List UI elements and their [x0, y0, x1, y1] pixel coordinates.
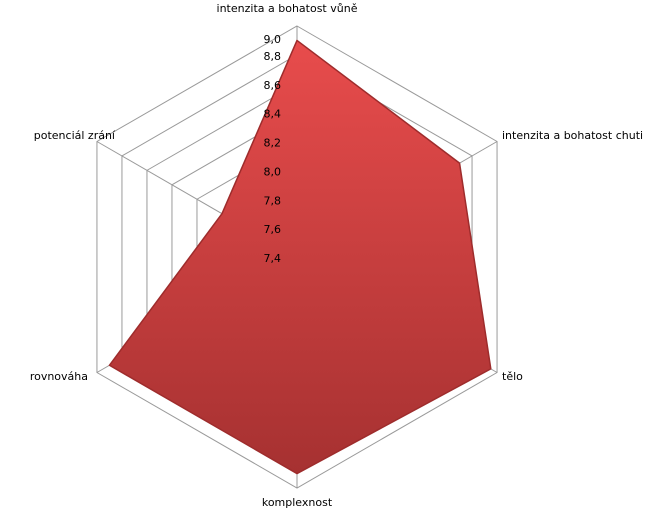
axis-label: komplexnost — [262, 496, 333, 509]
y-tick-label: 8,0 — [264, 165, 282, 178]
y-tick-label: 7,4 — [264, 252, 282, 265]
axis-label: rovnováha — [30, 370, 88, 383]
y-tick-label: 7,8 — [264, 194, 282, 207]
y-tick-label: 9,0 — [264, 33, 282, 46]
axis-label: intenzita a bohatost vůně — [217, 2, 358, 15]
y-tick-label: 8,6 — [264, 79, 282, 92]
radar-area — [108, 39, 492, 475]
y-tick-label: 7,6 — [264, 223, 282, 236]
axis-label: tělo — [502, 370, 523, 383]
axis-label: potenciál zrání — [34, 129, 116, 142]
y-tick-label: 8,2 — [264, 137, 282, 150]
y-tick-label: 8,8 — [264, 50, 282, 63]
y-tick-label: 8,4 — [264, 108, 282, 121]
axis-label: intenzita a bohatost chuti — [502, 129, 643, 142]
